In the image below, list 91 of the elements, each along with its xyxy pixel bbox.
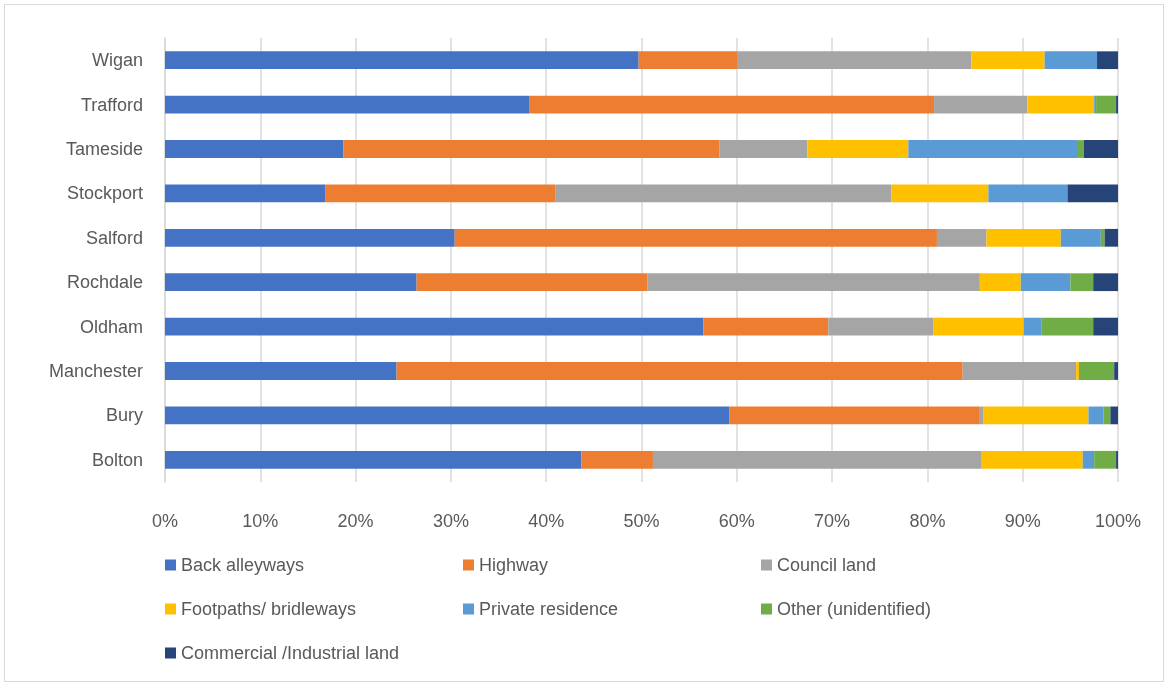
- legend-label: Other (unidentified): [777, 599, 932, 619]
- bar: [638, 51, 738, 70]
- bar: [165, 362, 397, 380]
- legend-label: Council land: [777, 555, 877, 575]
- bar: [729, 406, 980, 425]
- legend-label: Private residence: [479, 599, 619, 619]
- bar: [1020, 273, 1071, 292]
- x-tick-label: 40%: [528, 511, 565, 531]
- y-tick-label: Salford: [85, 227, 143, 248]
- x-tick-label: 10%: [242, 511, 279, 531]
- bar: [807, 140, 909, 158]
- bar: [1023, 317, 1042, 336]
- bar: [1078, 362, 1115, 380]
- bar: [416, 273, 648, 292]
- bar: [1067, 184, 1118, 203]
- bar: [1093, 273, 1118, 292]
- legend-label: Highway: [479, 555, 549, 575]
- bar: [979, 406, 984, 425]
- bar: [165, 406, 730, 425]
- bar: [1114, 362, 1118, 380]
- bar: [555, 184, 892, 203]
- x-tick-label: 70%: [814, 511, 851, 531]
- y-tick-label: Manchester: [48, 361, 143, 381]
- bar: [936, 228, 987, 247]
- bar: [1070, 273, 1094, 292]
- bar: [737, 51, 972, 70]
- bar: [1083, 140, 1118, 158]
- y-tick-label: Stockport: [66, 183, 143, 204]
- bar: [1041, 317, 1094, 336]
- x-tick-label: 100%: [1094, 511, 1142, 531]
- bar: [1044, 51, 1098, 70]
- bar: [1104, 228, 1118, 247]
- x-tick-label: 0%: [151, 511, 179, 531]
- x-tick-label: 50%: [623, 511, 660, 531]
- bar: [983, 406, 1089, 425]
- bar: [652, 450, 982, 469]
- bar: [454, 228, 937, 247]
- bar: [719, 140, 808, 158]
- bar: [979, 273, 1021, 292]
- x-tick-label: 80%: [909, 511, 946, 531]
- bar: [828, 317, 934, 336]
- bar: [1076, 362, 1079, 380]
- bar: [165, 140, 344, 158]
- bar: [165, 95, 530, 114]
- bar: [962, 362, 1077, 380]
- bar: [908, 140, 1078, 158]
- bar: [529, 95, 935, 114]
- bar: [981, 450, 1083, 469]
- bar: [165, 51, 639, 70]
- bar: [165, 273, 417, 292]
- bar: [1100, 228, 1105, 247]
- legend-label: Commercial /Industrial land: [181, 643, 400, 663]
- x-tick-label: 30%: [432, 511, 469, 531]
- y-tick-label: Rochdale: [66, 272, 143, 293]
- bar: [396, 362, 963, 380]
- bar: [1096, 95, 1117, 114]
- bar: [891, 184, 989, 203]
- x-tick-label: 60%: [718, 511, 755, 531]
- bar: [1110, 406, 1118, 425]
- y-tick-label: Oldham: [79, 316, 143, 337]
- bar: [1088, 406, 1104, 425]
- bar: [1060, 228, 1101, 247]
- bar: [581, 450, 653, 469]
- bar: [343, 140, 720, 158]
- bar: [934, 95, 1028, 114]
- y-tick-label: Wigan: [91, 50, 143, 71]
- x-tick-label: 20%: [337, 511, 374, 531]
- y-tick-label: Tameside: [65, 139, 143, 159]
- bar: [1093, 317, 1118, 336]
- bar: [986, 228, 1061, 247]
- y-tick-label: Bury: [105, 405, 143, 426]
- legend-label: Back alleyways: [181, 555, 305, 575]
- bar: [1027, 95, 1095, 114]
- y-tick-label: Trafford: [80, 94, 143, 115]
- bar: [988, 184, 1068, 203]
- bar: [933, 317, 1024, 336]
- bar: [703, 317, 829, 336]
- bar: [1097, 51, 1118, 70]
- x-tick-label: 90%: [1004, 511, 1041, 531]
- bar: [165, 450, 582, 469]
- bar: [165, 184, 326, 203]
- bar: [165, 317, 704, 336]
- bar: [971, 51, 1045, 70]
- bar: [1082, 450, 1095, 469]
- bar: [647, 273, 980, 292]
- bar: [1094, 450, 1117, 469]
- legend-label: Footpaths/ bridleways: [181, 599, 357, 619]
- y-tick-label: Bolton: [91, 449, 143, 470]
- bar: [1077, 140, 1084, 158]
- bar: [325, 184, 556, 203]
- bar: [165, 228, 455, 247]
